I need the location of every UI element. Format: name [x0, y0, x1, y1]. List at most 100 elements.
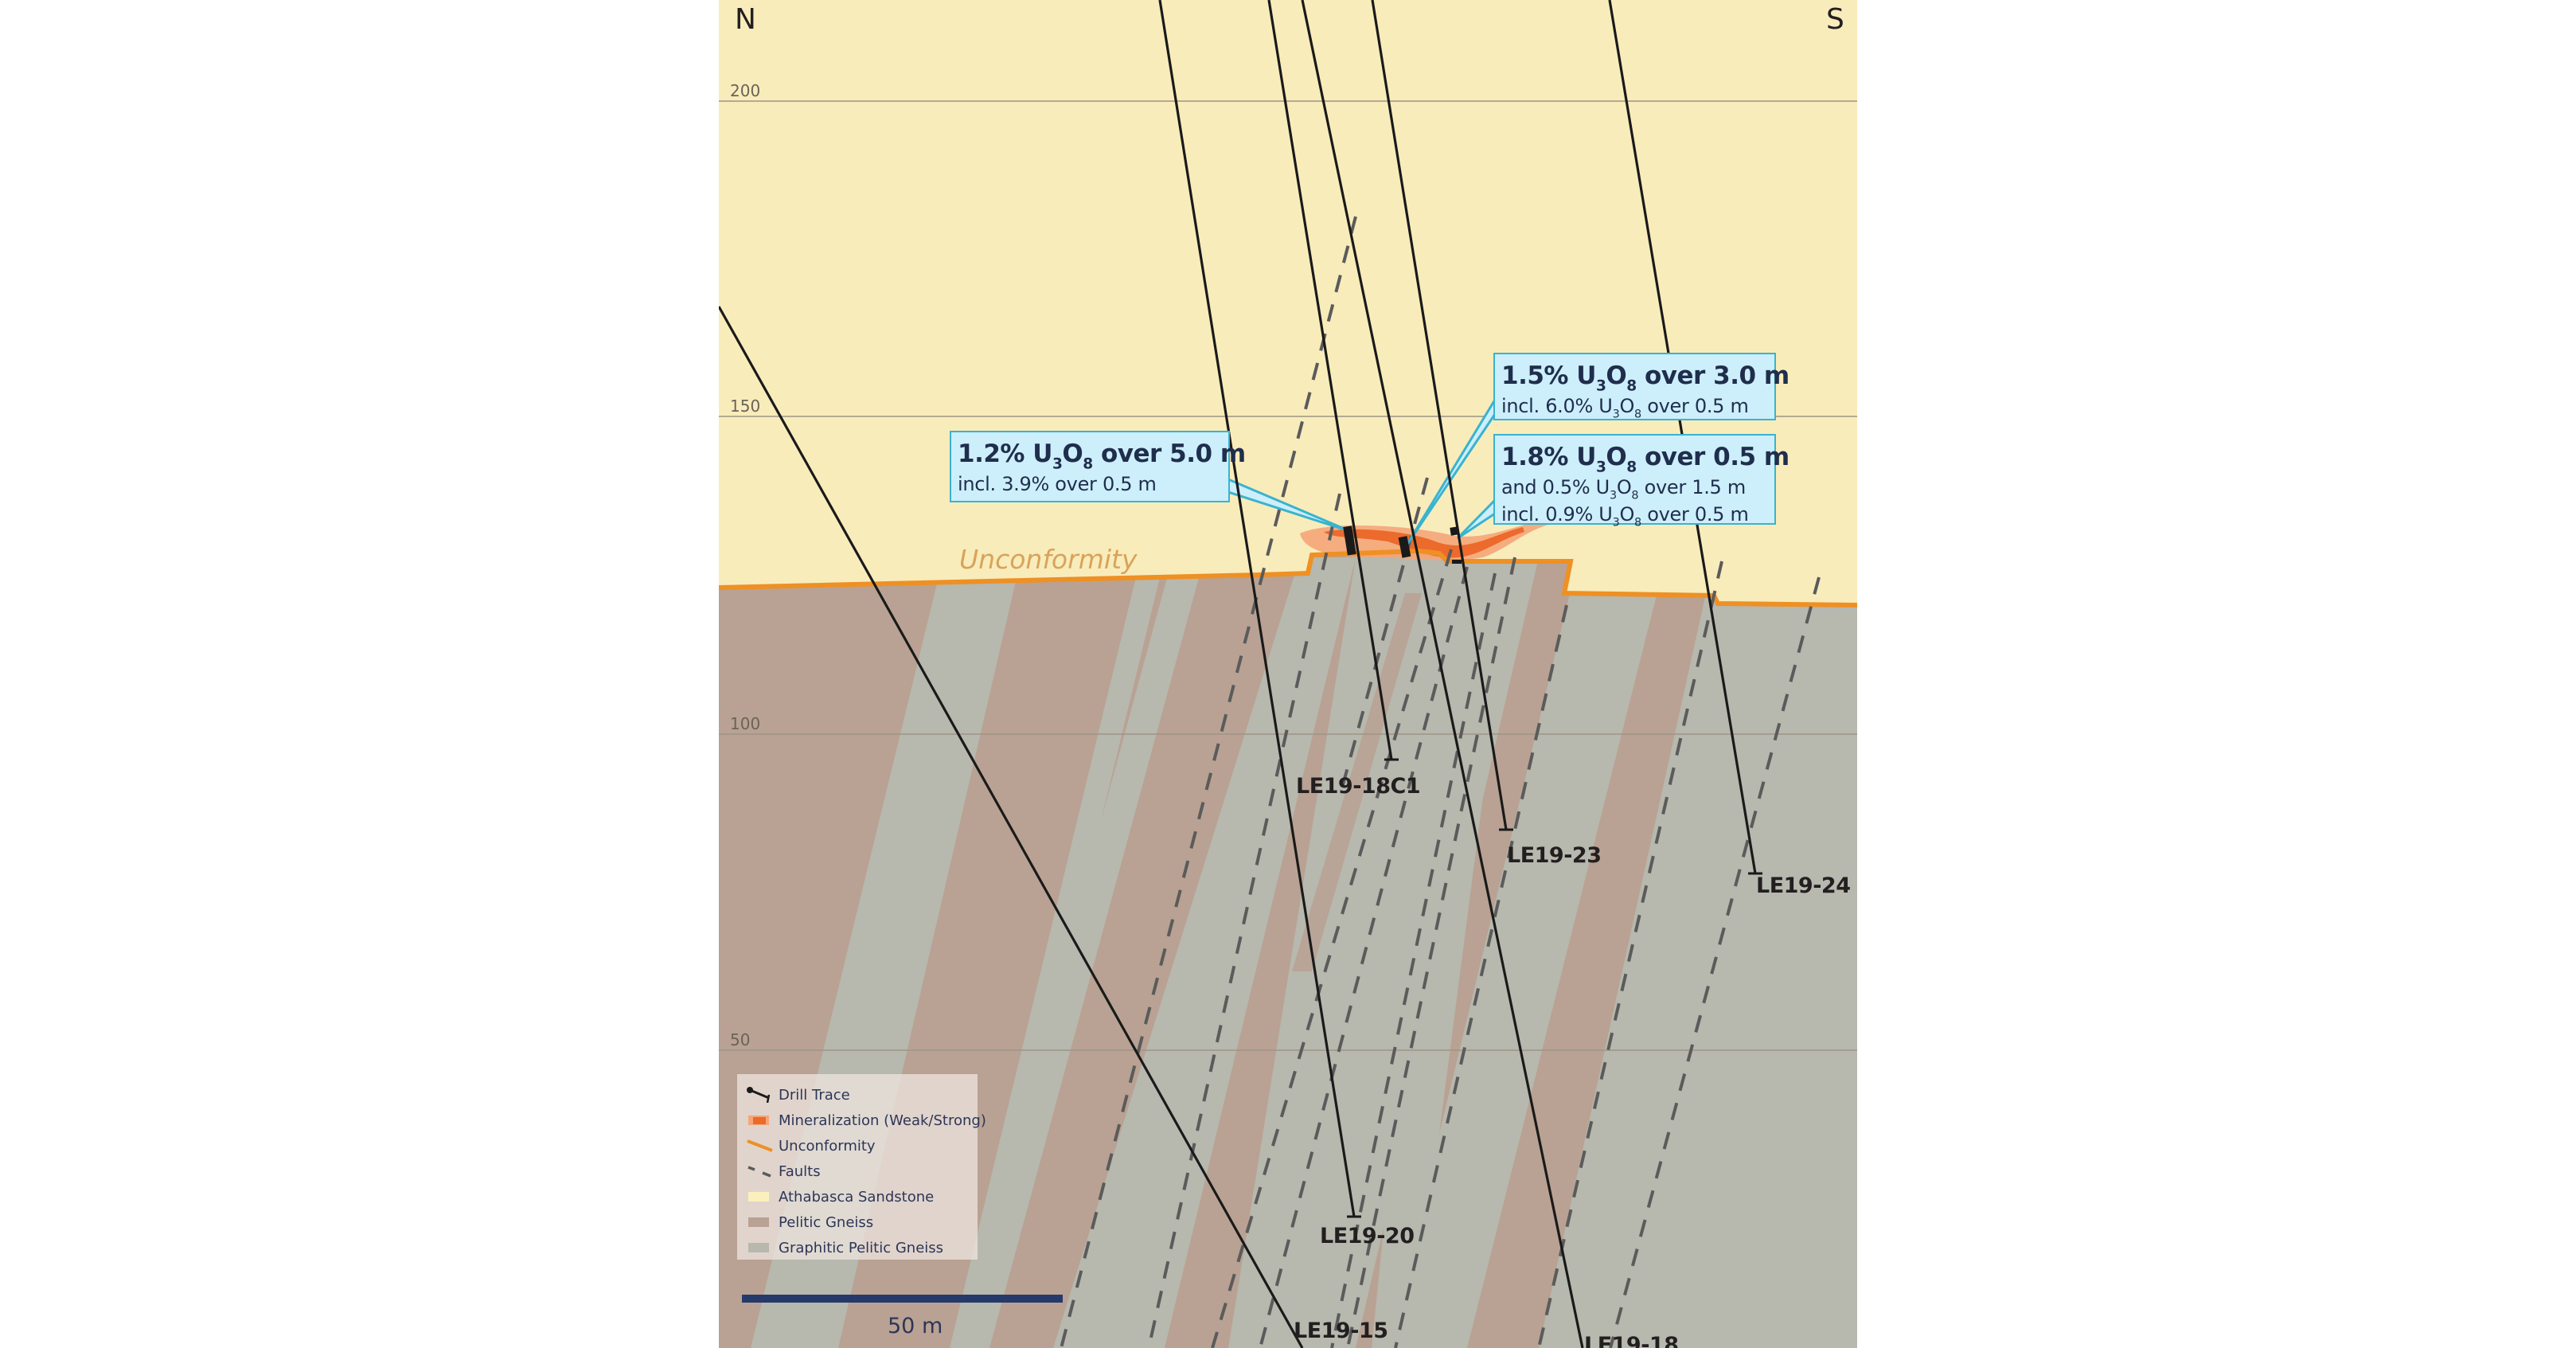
- subscript: 3: [1052, 455, 1063, 473]
- headline-text: 1.2% U: [958, 440, 1052, 468]
- unconformity-line-icon: [747, 1138, 774, 1154]
- fault: [1346, 557, 1516, 1348]
- drill-traces: [719, 0, 1757, 1348]
- subscript: 3: [1595, 377, 1606, 395]
- legend-item-pelitic-gneiss: Pelitic Gneiss: [747, 1209, 978, 1235]
- headline-text: O: [1062, 440, 1083, 468]
- subscript: 8: [1634, 516, 1641, 529]
- drill-label-le19-20: LE19-20: [1320, 1224, 1415, 1248]
- subscript: 3: [1609, 489, 1617, 502]
- headline-text: 1.5% U: [1501, 361, 1596, 390]
- assay-callout-le19-18: 1.5% U3O8 over 3.0 m incl. 6.0% U3O8 ove…: [1493, 353, 1790, 420]
- elevation-label-150: 150: [730, 397, 761, 416]
- drill-label-le19-15: LE19-15: [1294, 1319, 1388, 1343]
- fault: [1147, 493, 1341, 1348]
- legend-item-athabasca-sandstone: Athabasca Sandstone: [747, 1184, 978, 1209]
- headline-text: O: [1606, 361, 1627, 390]
- detail-text: over 0.5 m: [1641, 395, 1749, 417]
- mineralization-swatch: [747, 1112, 774, 1128]
- drill-label-le19-24: LE19-24: [1756, 873, 1851, 898]
- fault-dashed-line-icon: [747, 1163, 774, 1179]
- interval-le19-23: [1450, 526, 1460, 536]
- graphitic-pelitic-gneiss-swatch: [747, 1240, 774, 1256]
- drill-end-ticks: [1347, 758, 1762, 1218]
- detail-text: incl. 0.9% U: [1501, 503, 1613, 526]
- detail-text: O: [1616, 476, 1632, 498]
- basement-rocks: [719, 551, 1857, 1348]
- legend-label: Athabasca Sandstone: [779, 1188, 935, 1205]
- fault: [1338, 477, 1429, 797]
- headline-text: 1.8% U: [1501, 443, 1596, 471]
- interval-le19-23-lower: [1452, 560, 1462, 564]
- subscript: 8: [1634, 408, 1641, 421]
- sandstone-swatch: [747, 1189, 774, 1205]
- callout-headline: 1.5% U3O8 over 3.0 m: [1501, 359, 1790, 395]
- headline-text: over 5.0 m: [1092, 440, 1246, 468]
- callout-detail-line: and 0.5% U3O8 over 1.5 m: [1501, 474, 1766, 502]
- cross-section-panel: N S 200 150 100 50 Unconformity LE19-18C…: [719, 0, 1857, 1348]
- legend-label: Unconformity: [779, 1137, 876, 1155]
- legend-label: Pelitic Gneiss: [779, 1213, 874, 1231]
- elevation-label-50: 50: [730, 1030, 751, 1049]
- legend-label: Graphitic Pelitic Gneiss: [779, 1239, 944, 1256]
- elevation-label-100: 100: [730, 714, 761, 733]
- detail-text: O: [1619, 395, 1635, 417]
- pelitic-gneiss-swatch: [747, 1214, 774, 1230]
- subscript: 3: [1612, 408, 1620, 421]
- subscript: 3: [1595, 459, 1606, 476]
- pelitic-gneiss-bands: [1467, 557, 1714, 1348]
- subscript: 8: [1631, 489, 1639, 502]
- faults: [1060, 216, 1821, 1348]
- headline-text: O: [1606, 443, 1627, 471]
- subscript: 8: [1626, 377, 1637, 395]
- legend-item-unconformity: Unconformity: [747, 1133, 978, 1158]
- south-label: S: [1826, 3, 1844, 36]
- fault: [1259, 566, 1469, 1348]
- callout-detail-line: incl. 6.0% U3O8 over 0.5 m: [1501, 393, 1766, 420]
- callout-headline: 1.2% U3O8 over 5.0 m: [958, 437, 1246, 473]
- callout-detail-line: incl. 3.9% over 0.5 m: [958, 473, 1157, 495]
- detail-text: incl. 6.0% U: [1501, 395, 1613, 417]
- mineralized-intervals: [1343, 526, 1462, 564]
- scale-bar: [742, 1295, 1063, 1303]
- detail-text: O: [1619, 503, 1635, 526]
- headline-text: over 3.0 m: [1636, 361, 1790, 390]
- cross-section-drawing: [719, 0, 1857, 1348]
- legend-label: Faults: [779, 1162, 821, 1180]
- fault: [1609, 576, 1821, 1348]
- subscript: 3: [1612, 516, 1620, 529]
- drill-label-le19-18: LE19-18: [1584, 1333, 1679, 1348]
- interval-le19-18: [1398, 536, 1411, 558]
- legend: Drill Trace Mineralization (Weak/Strong)…: [737, 1074, 986, 1260]
- mineralization-zone: [1300, 519, 1551, 561]
- fault: [1394, 604, 1568, 1348]
- legend-item-mineralization: Mineralization (Weak/Strong): [747, 1108, 986, 1133]
- drill-trace-icon: [747, 1087, 774, 1104]
- legend-item-graphitic-pelitic-gneiss: Graphitic Pelitic Gneiss: [747, 1235, 978, 1260]
- assay-callout-le19-18c1: 1.2% U3O8 over 5.0 m incl. 3.9% over 0.5…: [950, 431, 1246, 502]
- scale-bar-label: 50 m: [888, 1314, 943, 1338]
- drill-trace-le19-18c1: [1267, 0, 1393, 760]
- headline-text: over 0.5 m: [1636, 443, 1790, 471]
- drill-trace-le19-23: [1371, 0, 1508, 830]
- north-label: N: [735, 3, 756, 36]
- fault: [1060, 216, 1357, 1348]
- detail-text: over 0.5 m: [1641, 503, 1749, 526]
- assay-callout-le19-23: 1.8% U3O8 over 0.5 m and 0.5% U3O8 over …: [1493, 434, 1790, 529]
- drill-trace-le19-20: [1158, 0, 1356, 1217]
- drill-trace-le19-15: [719, 306, 1304, 1348]
- elevation-label-200: 200: [730, 81, 761, 100]
- legend-item-faults: Faults: [747, 1158, 978, 1184]
- fault: [1537, 561, 1723, 1348]
- drill-label-le19-18c1: LE19-18C1: [1296, 774, 1421, 799]
- legend-item-drill-trace: Drill Trace: [747, 1082, 978, 1108]
- drill-trace-le19-18: [1301, 0, 1584, 1348]
- detail-text: and 0.5% U: [1501, 476, 1610, 498]
- unconformity-label: Unconformity: [959, 544, 1138, 575]
- interval-le19-18c1: [1343, 526, 1356, 556]
- fault: [1330, 572, 1497, 1348]
- legend-label: Drill Trace: [779, 1086, 850, 1104]
- subscript: 8: [1626, 459, 1637, 476]
- callout-detail-line: incl. 0.9% U3O8 over 0.5 m: [1501, 501, 1766, 529]
- legend-label: Mineralization (Weak/Strong): [779, 1112, 986, 1129]
